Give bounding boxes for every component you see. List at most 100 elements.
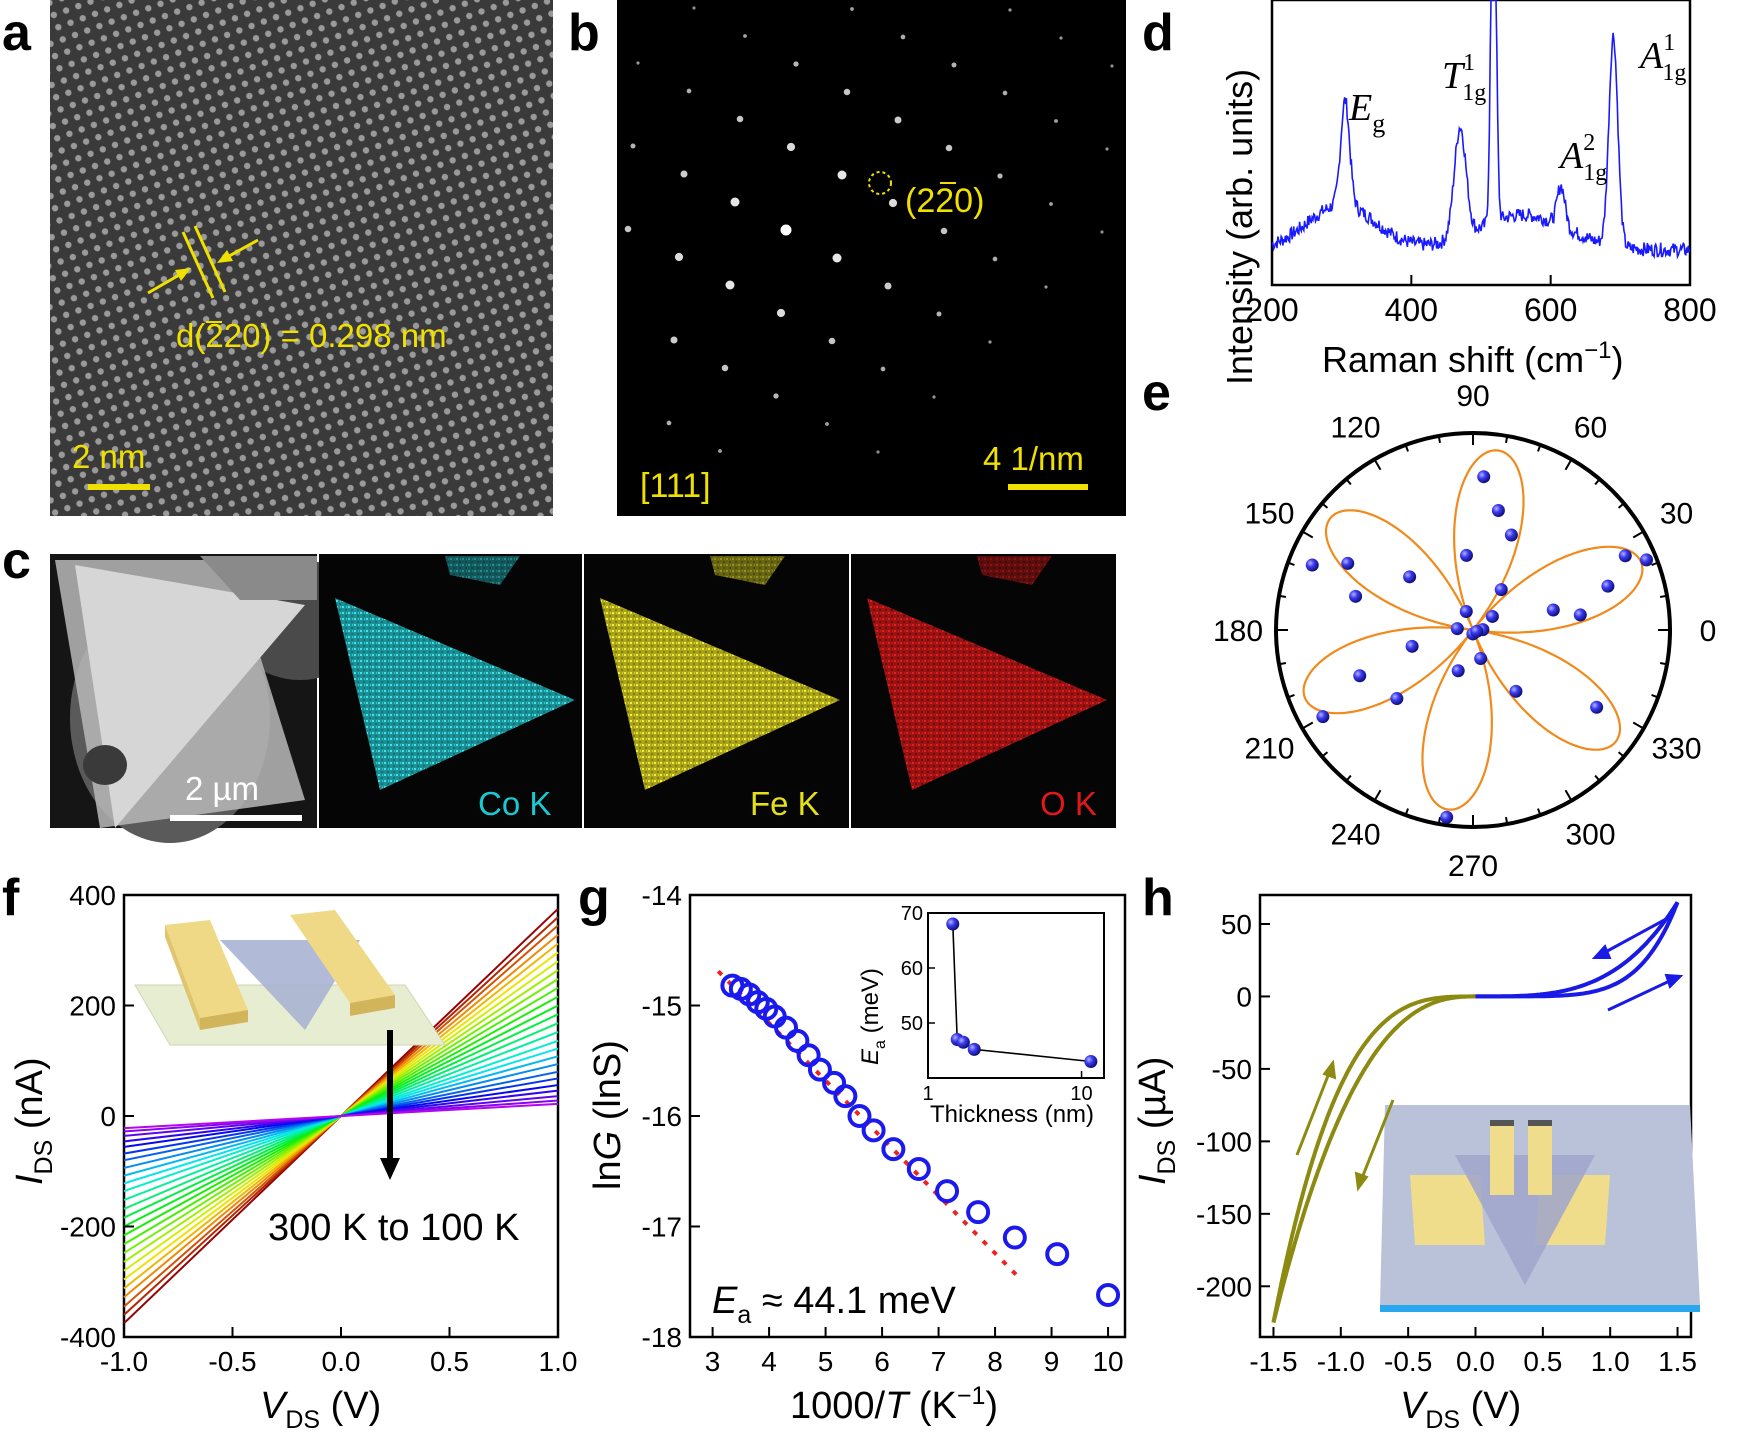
- polar-tick: [1345, 478, 1352, 486]
- polar-tick: [1321, 751, 1329, 758]
- diffraction-spot: [880, 366, 886, 372]
- scale-bar-label-a: 2 nm: [72, 438, 145, 475]
- diffraction-spot: [773, 393, 779, 399]
- y-tick-label-h: -150: [1196, 1199, 1252, 1230]
- polar-tick: [1345, 774, 1352, 782]
- panel-label-f: f: [2, 869, 20, 927]
- y-tick-label-g: -17: [642, 1212, 682, 1243]
- y-tick-label-f: 400: [69, 880, 116, 911]
- x-tick-label-h: 0.0: [1456, 1346, 1495, 1377]
- polar-fit-curve: [1302, 449, 1644, 811]
- x-tick-label-f: 0.0: [322, 1346, 361, 1377]
- polar-point: [1494, 583, 1508, 597]
- panel-label-b: b: [568, 4, 600, 62]
- peak-label: T1 1g: [1442, 50, 1486, 106]
- x-tick-label-g: 9: [1044, 1346, 1060, 1377]
- diffraction-spot: [1044, 285, 1048, 289]
- diffraction-spot: [940, 227, 948, 235]
- diffraction-spot: [1059, 36, 1063, 40]
- x-axis-label-g: 1000/T (K−1): [790, 1382, 998, 1427]
- map-label-fe: Fe K: [750, 785, 820, 822]
- x-tick-label-h: -1.5: [1249, 1346, 1297, 1377]
- x-tick-label-g: 4: [761, 1346, 777, 1377]
- diffraction-spot: [888, 198, 898, 208]
- polar-point: [1349, 589, 1363, 603]
- polar-tick: [1617, 751, 1625, 758]
- polar-point: [1459, 604, 1473, 618]
- polar-data-points: [1305, 470, 1654, 824]
- polar-tick: [1404, 808, 1409, 816]
- diffraction-spot: [1008, 8, 1012, 12]
- diffraction-spot: [776, 308, 786, 318]
- panel-label-c: c: [2, 532, 31, 590]
- panel-label-h: h: [1142, 869, 1174, 927]
- device-inset-h: [1380, 1105, 1700, 1312]
- polar-angle-label: 270: [1448, 850, 1498, 883]
- lnG-point: [881, 1137, 906, 1162]
- inset-point: [967, 1042, 981, 1056]
- polar-point: [1451, 664, 1465, 678]
- polar-point: [1440, 810, 1454, 824]
- y-tick-label-h: -50: [1212, 1054, 1252, 1085]
- scale-bar-label-b: 4 1/nm: [983, 440, 1084, 477]
- polar-angle-label: 300: [1565, 819, 1615, 852]
- diffraction-spot: [850, 7, 854, 11]
- polar-tick: [1564, 789, 1573, 802]
- polar-tick: [1651, 561, 1659, 566]
- inset-y-tick-label: 70: [901, 903, 923, 925]
- x-tick-label-f: -0.5: [208, 1346, 256, 1377]
- raman-spectrum-line: [1271, 0, 1690, 260]
- lnG-point: [906, 1157, 931, 1182]
- diffraction-spot: [718, 449, 722, 453]
- y-axis-label-d: Intensity (arb. units): [1219, 69, 1260, 385]
- polar-point: [1353, 669, 1367, 683]
- diffraction-spot: [624, 225, 632, 233]
- diffraction-spot: [666, 420, 672, 426]
- y-tick-label-f: -200: [60, 1212, 116, 1243]
- x-tick-label-g: 3: [705, 1346, 721, 1377]
- peak-labels: Eg T1 1g A2 1g A1 1g: [1348, 30, 1686, 186]
- diffraction-spot: [780, 224, 792, 236]
- x-tick-label-d: 400: [1385, 292, 1438, 328]
- positive-sweep-curve: [1475, 901, 1680, 999]
- scale-bar-c: [170, 815, 302, 821]
- polar-point: [1590, 700, 1604, 714]
- diffraction-spot: [721, 364, 729, 372]
- diffraction-spot: [988, 340, 992, 344]
- diffraction-spot: [992, 256, 998, 262]
- polar-point: [1546, 603, 1560, 617]
- polar-tick: [1617, 502, 1625, 509]
- x-tick-label-g: 5: [818, 1346, 834, 1377]
- diffraction-spot: [674, 252, 684, 262]
- polar-tick: [1404, 444, 1409, 452]
- panel-label-a: a: [2, 4, 32, 62]
- x-tick-label-g: 10: [1092, 1346, 1123, 1377]
- panel-label-e: e: [1142, 364, 1171, 422]
- y-tick-label-g: -18: [642, 1322, 682, 1353]
- peak-label: A1 1g: [1637, 30, 1686, 86]
- axis-ticks-h: -1.5 -1.0 -0.5 0.0 0.5 1.0 1.5 50 0 -50 -100 -150 -2…: [1196, 909, 1697, 1377]
- x-axis-label-f: VDS (V): [260, 1385, 381, 1434]
- map-label-co: Co K: [478, 785, 551, 822]
- map-label-o: O K: [1040, 785, 1097, 822]
- axis-ticks-f: -1.0 -0.5 0.0 0.5 1.0 -400 -200 0 200 400: [60, 880, 578, 1377]
- panel-c: 2 µm Co K Fe K O K: [50, 554, 1116, 843]
- negative-sweep-curve: [1271, 994, 1476, 1323]
- x-tick-label-f: 0.5: [430, 1346, 469, 1377]
- polar-angle-label: 330: [1651, 733, 1701, 766]
- iv-curves: [123, 908, 559, 1324]
- polar-tick: [1278, 594, 1287, 598]
- y-tick-label-f: 0: [100, 1101, 116, 1132]
- y-axis-label-h: IDS (µA): [1132, 1057, 1181, 1185]
- lnG-point: [833, 1084, 858, 1109]
- x-tick-label-h: -1.0: [1317, 1346, 1365, 1377]
- iv-line: [123, 1102, 559, 1130]
- polar-angle-label: 120: [1330, 411, 1380, 444]
- polar-point: [1474, 652, 1488, 666]
- panel-b: (220) [111] 4 1/nm: [617, 0, 1126, 516]
- inset-x-tick-label: 10: [1070, 1083, 1092, 1105]
- zone-axis-label: [111]: [640, 467, 711, 505]
- x-tick-label-d: 800: [1663, 292, 1716, 328]
- x-axis-label-d: Raman shift (cm−1): [1322, 337, 1623, 380]
- polar-tick: [1659, 594, 1668, 598]
